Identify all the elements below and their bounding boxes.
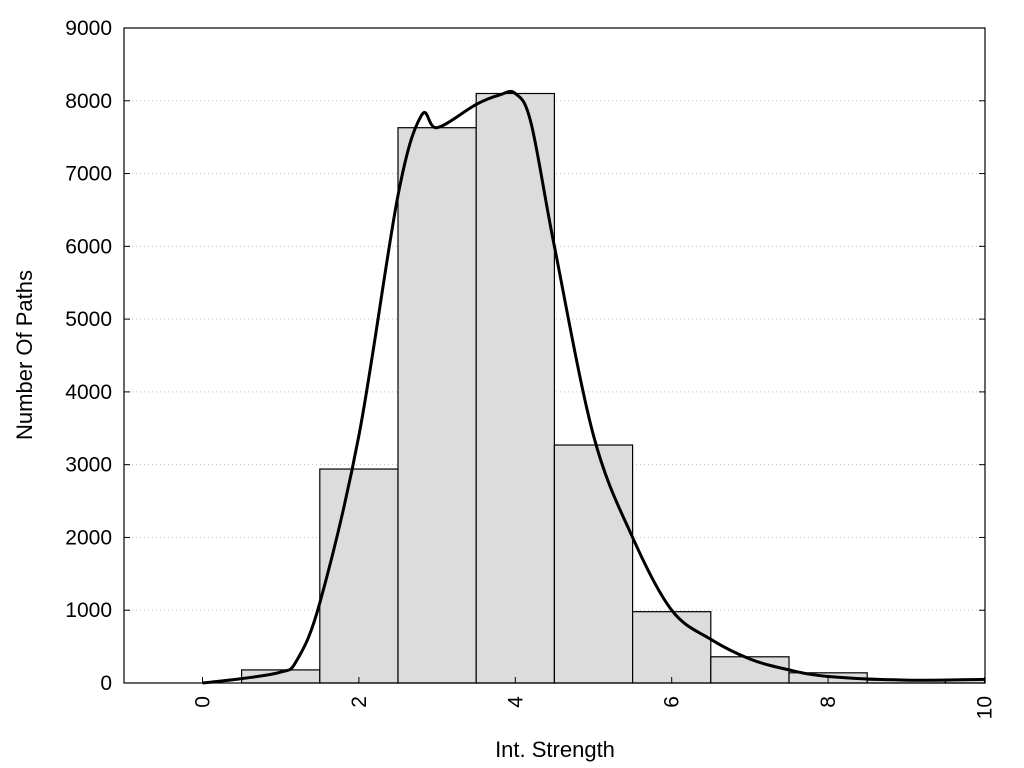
fit-curve-line (202, 89, 985, 685)
bar-7 (710, 656, 790, 684)
x-tick-label-6: 6 (661, 696, 684, 708)
y-tick-label-0: 0 (100, 672, 112, 695)
axis-ticks (124, 27, 985, 684)
y-tick-label-1000: 1000 (65, 599, 112, 622)
y-tick-label-7000: 7000 (65, 163, 112, 186)
y-tick-label-8000: 8000 (65, 90, 112, 113)
x-tick-label-0: 0 (192, 696, 215, 708)
bar-4 (475, 92, 556, 684)
y-tick-label-9000: 9000 (65, 17, 112, 40)
bar-5 (553, 444, 634, 684)
x-axis-title: Int. Strength (495, 737, 615, 762)
y-axis-title: Number Of Paths (12, 270, 37, 440)
y-tick-label-6000: 6000 (65, 235, 112, 258)
bar-3 (397, 127, 477, 684)
y-tick-label-3000: 3000 (65, 454, 112, 477)
x-tick-label-10: 10 (974, 696, 997, 719)
x-tick-label-2: 2 (348, 696, 371, 708)
x-tick-label-8: 8 (817, 696, 840, 708)
y-tick-label-5000: 5000 (65, 308, 112, 331)
fit-curve (202, 89, 985, 685)
y-tick-label-2000: 2000 (65, 526, 112, 549)
plot-frame (123, 27, 986, 684)
y-tick-label-4000: 4000 (65, 381, 112, 404)
bars (241, 92, 986, 684)
y-tick-labels: 0 1000 2000 3000 4000 5000 6000 7000 8000 9000 (65, 17, 112, 695)
bar-6 (631, 611, 712, 684)
x-tick-label-4: 4 (504, 696, 527, 708)
x-tick-labels: 0 2 4 6 8 10 (192, 696, 997, 720)
bar-2 (319, 468, 399, 684)
